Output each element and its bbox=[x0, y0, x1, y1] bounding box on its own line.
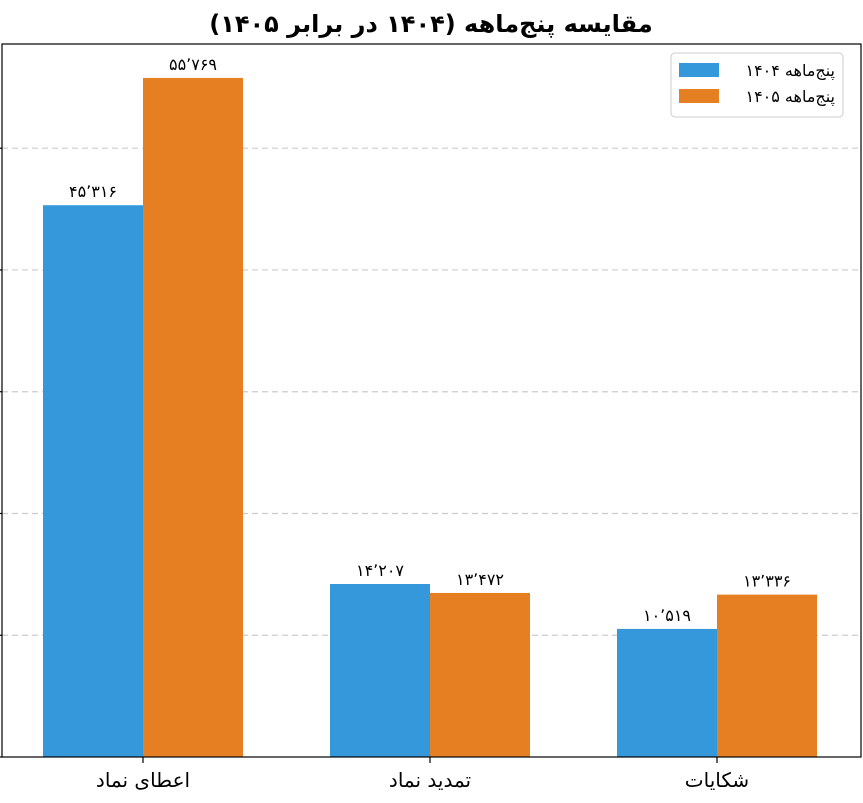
legend-swatch bbox=[679, 89, 719, 103]
chart-title: مقایسه پنج‌ماهه (۱۴۰۴ در برابر ۱۴۰۵) bbox=[209, 10, 652, 38]
bar bbox=[143, 77, 243, 758]
bar bbox=[617, 628, 717, 757]
bar bbox=[330, 584, 430, 757]
legend-label: پنج‌ماهه ۱۴۰۵ bbox=[745, 87, 835, 107]
plot-frame bbox=[1, 43, 862, 758]
legend: پنج‌ماهه ۱۴۰۴ پنج‌ماهه ۱۴۰۵ bbox=[670, 52, 844, 118]
x-axis-ticks: اعطای نماد تمدید نماد شکایات bbox=[96, 757, 749, 792]
bars bbox=[43, 77, 817, 758]
x-tick-label: اعطای نماد bbox=[96, 768, 190, 792]
data-label: ۱۳٬۴۷۲ bbox=[456, 570, 504, 589]
bar bbox=[430, 592, 530, 757]
x-tick-label: تمدید نماد bbox=[389, 768, 471, 792]
data-label: ۱۰٬۵۱۹ bbox=[643, 606, 691, 625]
bar bbox=[43, 205, 143, 757]
bar bbox=[717, 594, 817, 757]
legend-swatch bbox=[679, 63, 719, 77]
data-label: ۱۴٬۲۰۷ bbox=[356, 561, 404, 580]
data-label: ۴۵٬۳۱۶ bbox=[69, 182, 117, 201]
data-label: ۱۳٬۳۳۶ bbox=[743, 572, 791, 591]
data-label: ۵۵٬۷۶۹ bbox=[169, 55, 217, 74]
x-tick-label: شکایات bbox=[685, 768, 749, 792]
data-labels: ۴۵٬۳۱۶ ۵۵٬۷۶۹ ۱۴٬۲۰۷ ۱۳٬۴۷۲ ۱۰٬۵۱۹ ۱۳٬۳۳۶ bbox=[69, 55, 791, 625]
legend-label: پنج‌ماهه ۱۴۰۴ bbox=[745, 61, 835, 81]
